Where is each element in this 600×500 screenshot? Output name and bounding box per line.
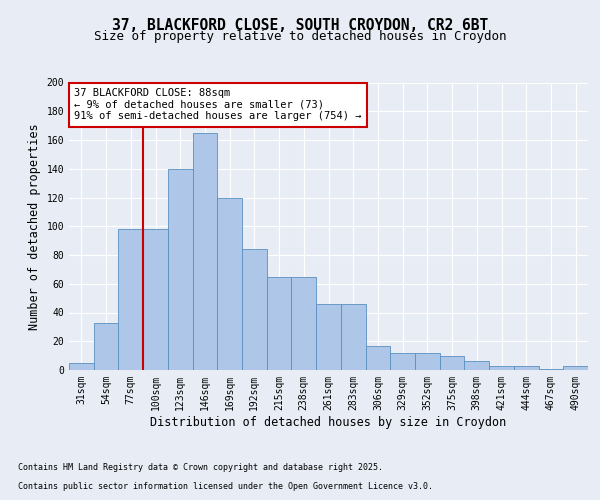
X-axis label: Distribution of detached houses by size in Croydon: Distribution of detached houses by size … — [151, 416, 506, 428]
Bar — [217, 198, 242, 370]
Text: Contains public sector information licensed under the Open Government Licence v3: Contains public sector information licen… — [18, 482, 433, 491]
Bar — [316, 304, 341, 370]
Text: Size of property relative to detached houses in Croydon: Size of property relative to detached ho… — [94, 30, 506, 43]
Bar — [69, 363, 94, 370]
Y-axis label: Number of detached properties: Number of detached properties — [28, 123, 41, 330]
Text: 37, BLACKFORD CLOSE, SOUTH CROYDON, CR2 6BT: 37, BLACKFORD CLOSE, SOUTH CROYDON, CR2 … — [112, 18, 488, 32]
Bar — [539, 368, 563, 370]
Bar — [118, 229, 143, 370]
Bar — [267, 276, 292, 370]
Bar — [440, 356, 464, 370]
Bar — [242, 249, 267, 370]
Bar — [168, 169, 193, 370]
Bar — [563, 366, 588, 370]
Bar — [415, 353, 440, 370]
Bar — [464, 362, 489, 370]
Text: 37 BLACKFORD CLOSE: 88sqm
← 9% of detached houses are smaller (73)
91% of semi-d: 37 BLACKFORD CLOSE: 88sqm ← 9% of detach… — [74, 88, 362, 122]
Bar — [193, 133, 217, 370]
Text: Contains HM Land Registry data © Crown copyright and database right 2025.: Contains HM Land Registry data © Crown c… — [18, 464, 383, 472]
Bar — [489, 366, 514, 370]
Bar — [390, 353, 415, 370]
Bar — [365, 346, 390, 370]
Bar — [143, 229, 168, 370]
Bar — [341, 304, 365, 370]
Bar — [514, 366, 539, 370]
Bar — [292, 276, 316, 370]
Bar — [94, 322, 118, 370]
